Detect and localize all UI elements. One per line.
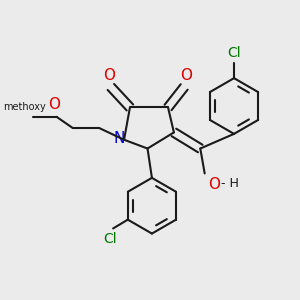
Text: O: O [180,68,192,82]
Text: O: O [208,177,220,192]
Text: N: N [113,131,124,146]
Text: O: O [48,97,60,112]
Text: Cl: Cl [227,46,241,60]
Text: methoxy: methoxy [3,102,46,112]
Text: - H: - H [221,177,239,190]
Text: Cl: Cl [103,232,116,246]
Text: O: O [103,68,116,82]
